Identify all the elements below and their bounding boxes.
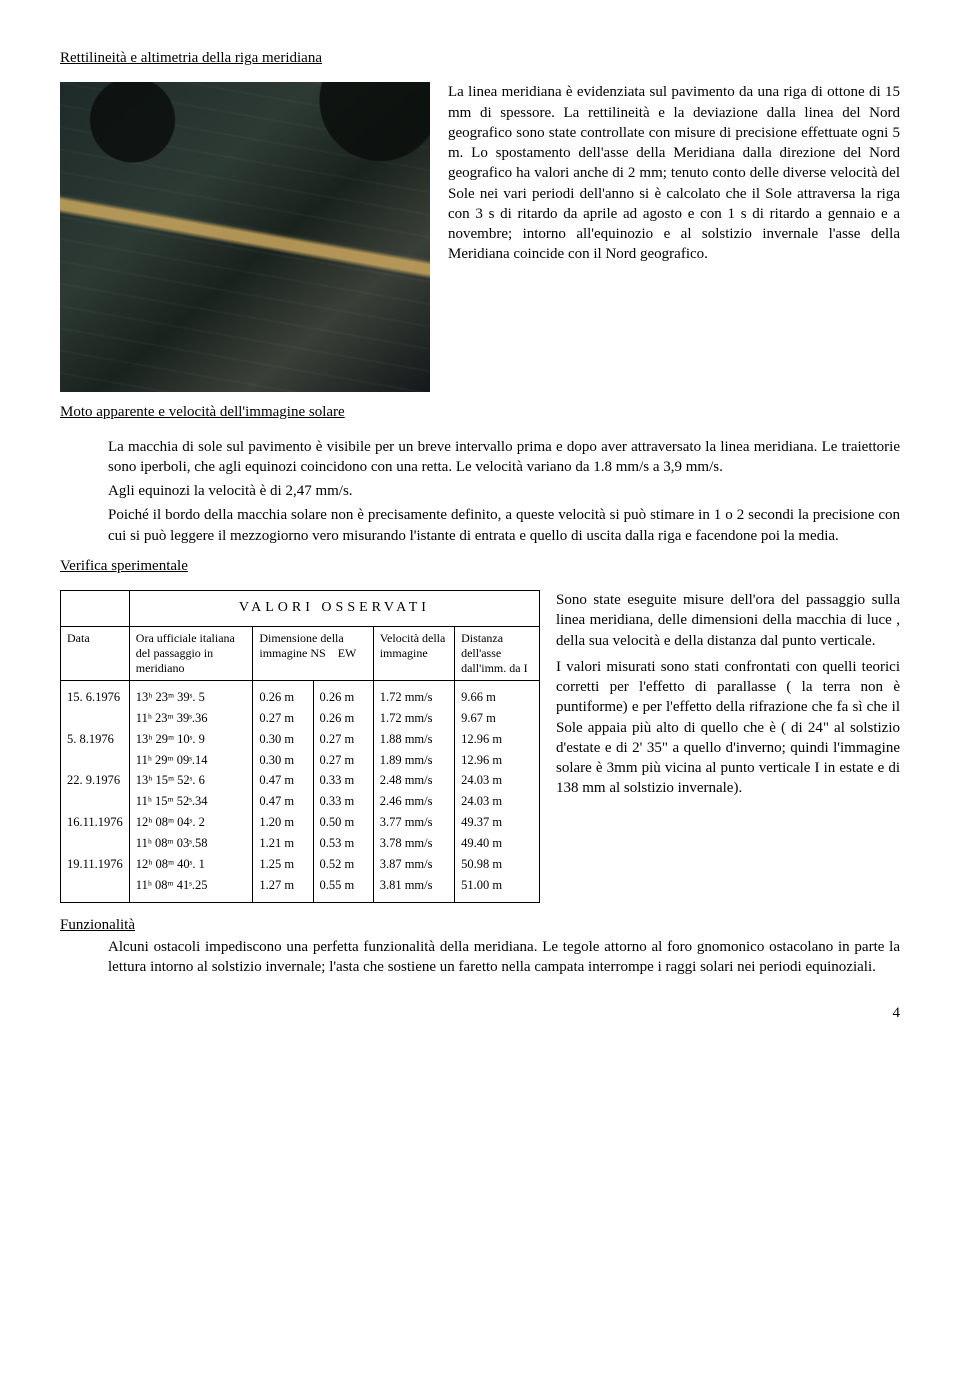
table-cell: 24.03 m bbox=[455, 770, 540, 791]
table-cell: 1.20 m bbox=[253, 812, 313, 833]
table-cell: 15. 6.1976 bbox=[61, 680, 130, 707]
table-title: VALORI OSSERVATI bbox=[129, 591, 539, 627]
table-cell: 16.11.1976 bbox=[61, 812, 130, 833]
table-cell: 0.55 m bbox=[313, 875, 373, 902]
table-cell: 13ʰ 23ᵐ 39ˢ. 5 bbox=[129, 680, 253, 707]
para2a: La macchia di sole sul pavimento è visib… bbox=[108, 437, 900, 478]
table-cell: 3.77 mm/s bbox=[373, 812, 454, 833]
table-cell: 12ʰ 08ᵐ 04ˢ. 2 bbox=[129, 812, 253, 833]
table-cell: 1.27 m bbox=[253, 875, 313, 902]
table-col0-empty bbox=[61, 591, 130, 627]
col-data: Data bbox=[61, 626, 130, 680]
table-row: 15. 6.197613ʰ 23ᵐ 39ˢ. 50.26 m0.26 m1.72… bbox=[61, 680, 540, 707]
moto-block: La macchia di sole sul pavimento è visib… bbox=[60, 437, 900, 546]
table-cell bbox=[61, 750, 130, 771]
heading-funzionalita: Funzionalità bbox=[60, 915, 900, 935]
col-ora: Ora ufficiale italiana del passaggio in … bbox=[129, 626, 253, 680]
table-row: 22. 9.197613ʰ 15ᵐ 52ˢ. 60.47 m0.33 m2.48… bbox=[61, 770, 540, 791]
table-cell: 0.47 m bbox=[253, 791, 313, 812]
para2b: Agli equinozi la velocità è di 2,47 mm/s… bbox=[108, 481, 900, 501]
table-cell: 0.53 m bbox=[313, 833, 373, 854]
table-cell: 0.27 m bbox=[313, 750, 373, 771]
table-cell bbox=[61, 833, 130, 854]
table-cell: 0.27 m bbox=[253, 708, 313, 729]
table-cell: 11ʰ 08ᵐ 03ˢ.58 bbox=[129, 833, 253, 854]
table-cell: 0.50 m bbox=[313, 812, 373, 833]
heading-verifica: Verifica sperimentale bbox=[60, 556, 900, 576]
table-cell: 13ʰ 29ᵐ 10ˢ. 9 bbox=[129, 729, 253, 750]
table-cell: 24.03 m bbox=[455, 791, 540, 812]
table-cell: 11ʰ 15ᵐ 52ˢ.34 bbox=[129, 791, 253, 812]
table-cell: 0.52 m bbox=[313, 854, 373, 875]
valori-osservati-table: VALORI OSSERVATI Data Ora ufficiale ital… bbox=[60, 590, 540, 903]
table-cell: 12.96 m bbox=[455, 729, 540, 750]
funzionalita-block: Alcuni ostacoli impediscono una perfetta… bbox=[60, 937, 900, 978]
table-cell: 22. 9.1976 bbox=[61, 770, 130, 791]
col-vel: Velocità della immagine bbox=[373, 626, 454, 680]
table-row: 11ʰ 29ᵐ 09ˢ.140.30 m0.27 m1.89 mm/s12.96… bbox=[61, 750, 540, 771]
heading-rettilineita: Rettilineità e altimetria della riga mer… bbox=[60, 48, 900, 68]
table-cell: 13ʰ 15ᵐ 52ˢ. 6 bbox=[129, 770, 253, 791]
table-row: 5. 8.197613ʰ 29ᵐ 10ˢ. 90.30 m0.27 m1.88 … bbox=[61, 729, 540, 750]
table-cell: 0.30 m bbox=[253, 729, 313, 750]
para-rettilineita: La linea meridiana è evidenziata sul pav… bbox=[448, 82, 900, 264]
table-cell: 3.78 mm/s bbox=[373, 833, 454, 854]
table-cell: 0.30 m bbox=[253, 750, 313, 771]
table-cell: 12ʰ 08ᵐ 40ˢ. 1 bbox=[129, 854, 253, 875]
table-cell: 0.26 m bbox=[313, 708, 373, 729]
para1-text: La linea meridiana è evidenziata sul pav… bbox=[448, 82, 900, 264]
page-number: 4 bbox=[60, 1003, 900, 1023]
table-cell: 11ʰ 29ᵐ 09ˢ.14 bbox=[129, 750, 253, 771]
table-cell: 49.37 m bbox=[455, 812, 540, 833]
table-row: 11ʰ 08ᵐ 03ˢ.581.21 m0.53 m3.78 mm/s49.40… bbox=[61, 833, 540, 854]
figure-photo bbox=[60, 82, 430, 392]
table-cell: 9.67 m bbox=[455, 708, 540, 729]
table-row: 11ʰ 08ᵐ 41ˢ.251.27 m0.55 m3.81 mm/s51.00… bbox=[61, 875, 540, 902]
table-row: 19.11.197612ʰ 08ᵐ 40ˢ. 11.25 m0.52 m3.87… bbox=[61, 854, 540, 875]
para3: Sono state eseguite misure dell'ora del … bbox=[556, 590, 900, 651]
heading-moto: Moto apparente e velocità dell'immagine … bbox=[60, 402, 900, 422]
table-cell: 0.26 m bbox=[253, 680, 313, 707]
table-cell: 2.48 mm/s bbox=[373, 770, 454, 791]
table-cell: 0.27 m bbox=[313, 729, 373, 750]
table-cell: 9.66 m bbox=[455, 680, 540, 707]
table-cell bbox=[61, 791, 130, 812]
table-cell: 11ʰ 08ᵐ 41ˢ.25 bbox=[129, 875, 253, 902]
para2c: Poiché il bordo della macchia solare non… bbox=[108, 505, 900, 546]
table-cell: 51.00 m bbox=[455, 875, 540, 902]
table-cell: 1.72 mm/s bbox=[373, 708, 454, 729]
para3b: I valori misurati sono stati confrontati… bbox=[556, 657, 900, 799]
table-cell: 1.72 mm/s bbox=[373, 680, 454, 707]
table-cell: 3.87 mm/s bbox=[373, 854, 454, 875]
table-cell: 1.88 mm/s bbox=[373, 729, 454, 750]
table-cell: 19.11.1976 bbox=[61, 854, 130, 875]
table-row: 16.11.197612ʰ 08ᵐ 04ˢ. 21.20 m0.50 m3.77… bbox=[61, 812, 540, 833]
col-dist: Distanza dell'asse dall'imm. da I bbox=[455, 626, 540, 680]
table-cell bbox=[61, 708, 130, 729]
table-cell: 0.33 m bbox=[313, 791, 373, 812]
table-cell: 12.96 m bbox=[455, 750, 540, 771]
table-cell: 5. 8.1976 bbox=[61, 729, 130, 750]
table-cell: 0.47 m bbox=[253, 770, 313, 791]
col-dim: Dimensione della immagine NS EW bbox=[253, 626, 373, 680]
table-cell: 1.89 mm/s bbox=[373, 750, 454, 771]
table-cell: 0.26 m bbox=[313, 680, 373, 707]
table-row: 11ʰ 23ᵐ 39ˢ.360.27 m0.26 m1.72 mm/s9.67 … bbox=[61, 708, 540, 729]
table-cell: 3.81 mm/s bbox=[373, 875, 454, 902]
table-cell: 0.33 m bbox=[313, 770, 373, 791]
table-cell bbox=[61, 875, 130, 902]
table-cell: 49.40 m bbox=[455, 833, 540, 854]
table-cell: 11ʰ 23ᵐ 39ˢ.36 bbox=[129, 708, 253, 729]
table-row: 11ʰ 15ᵐ 52ˢ.340.47 m0.33 m2.46 mm/s24.03… bbox=[61, 791, 540, 812]
verifica-text: Sono state eseguite misure dell'ora del … bbox=[556, 590, 900, 805]
para4: Alcuni ostacoli impediscono una perfetta… bbox=[108, 937, 900, 978]
table-cell: 1.21 m bbox=[253, 833, 313, 854]
table-cell: 50.98 m bbox=[455, 854, 540, 875]
table-cell: 2.46 mm/s bbox=[373, 791, 454, 812]
table-cell: 1.25 m bbox=[253, 854, 313, 875]
